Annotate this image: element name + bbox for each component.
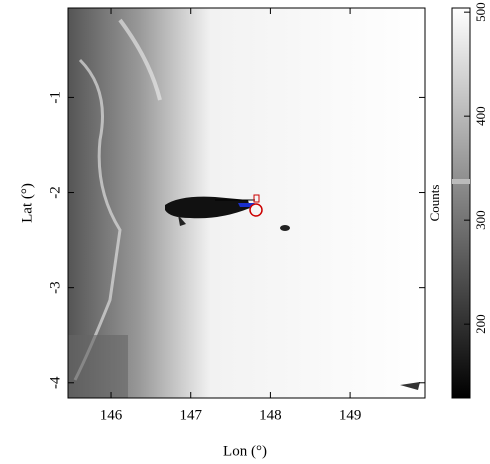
y-tick-label: -3 [47, 281, 63, 294]
image [68, 8, 425, 398]
y-tick-label: -1 [47, 91, 63, 104]
y-tick-label: -4 [47, 376, 63, 389]
x-tick-label: 148 [259, 407, 282, 423]
y-axis-label: Lat (°) [19, 183, 35, 223]
colorbar-label: Counts [427, 185, 442, 222]
x-tick-label: 146 [100, 407, 123, 423]
x-axis-label: Lon (°) [223, 443, 267, 459]
colorbar-tick-label: 400 [473, 106, 488, 126]
colorbar [451, 7, 471, 399]
x-tick-label: 149 [339, 407, 362, 423]
colorbar-tick-label: 200 [473, 314, 488, 334]
x-tick-label: 147 [179, 407, 202, 423]
colorbar-highlight [452, 179, 470, 184]
plot-frame [67, 7, 426, 399]
colorbar-tick-label: 500 [473, 2, 488, 22]
colorbar-tick-label: 300 [473, 210, 488, 230]
y-tick-label: -2 [47, 186, 63, 199]
